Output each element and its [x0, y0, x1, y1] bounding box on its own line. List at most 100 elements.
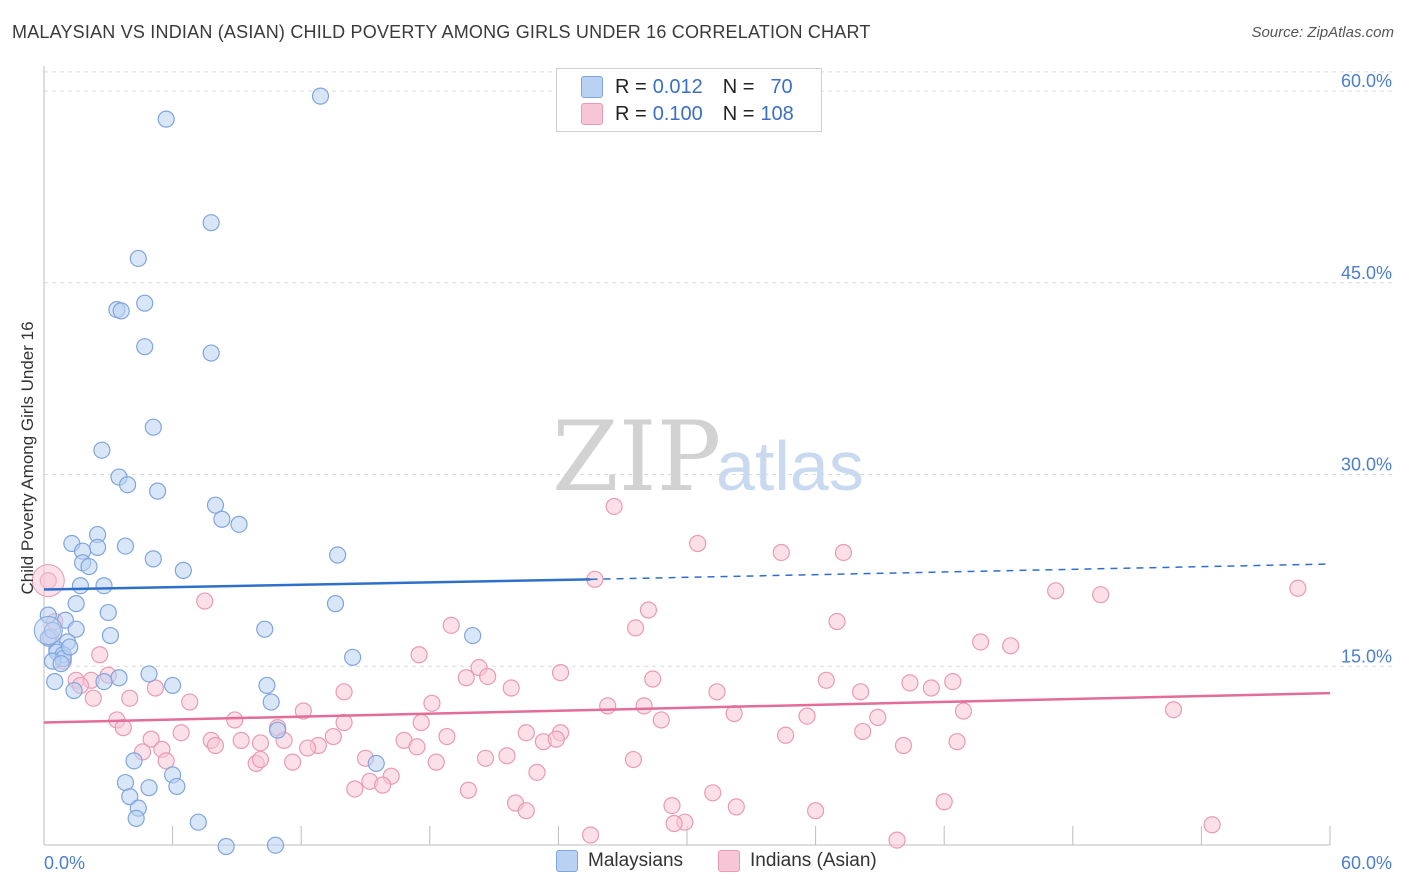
data-point [581, 826, 600, 844]
data-point [232, 731, 250, 749]
data-point [459, 781, 477, 799]
data-point [498, 747, 516, 765]
data-point [626, 619, 645, 637]
data-point [168, 777, 186, 796]
legend-n-value: 108 [760, 102, 794, 125]
trend-lines [43, 563, 1331, 724]
data-point [61, 638, 79, 656]
data-point [852, 683, 870, 701]
data-point [834, 543, 853, 562]
data-point [457, 669, 475, 687]
data-point [329, 546, 347, 564]
data-point [311, 87, 330, 105]
data-point [438, 727, 456, 746]
indians-trendline [43, 691, 1331, 724]
data-point [140, 779, 158, 797]
data-point [206, 496, 225, 514]
data-point [1092, 586, 1110, 604]
data-point [262, 693, 280, 711]
data-point [99, 603, 117, 622]
y-tick-label: 30.0% [1341, 455, 1392, 475]
legend-row-malaysians: R = 0.012 N = 70 [581, 75, 793, 99]
data-point [226, 711, 244, 729]
data-point [599, 697, 617, 715]
data-point [251, 734, 270, 752]
data-point [326, 595, 345, 613]
data-point [93, 441, 111, 459]
data-point [901, 674, 919, 692]
data-point [46, 672, 64, 691]
legend-r-label: R = [615, 75, 647, 98]
indians-points [31, 497, 1307, 849]
data-point [652, 711, 670, 729]
data-point [547, 730, 565, 748]
data-point [935, 793, 953, 811]
legend-item-malaysians: Malaysians [556, 850, 683, 872]
data-point [704, 784, 722, 802]
data-point [125, 752, 143, 770]
legend-r-value: 0.012 [652, 75, 703, 98]
data-point [80, 557, 98, 576]
legend-swatch-blue [581, 76, 603, 98]
data-point [202, 344, 220, 362]
data-point [374, 776, 392, 794]
data-point [464, 626, 482, 645]
data-point [196, 592, 214, 610]
data-point [157, 752, 175, 770]
legend-n-label: N = [722, 102, 755, 125]
watermark-zip: ZIP [552, 401, 721, 513]
data-point [663, 796, 681, 815]
data-point [644, 670, 662, 688]
x-tick-label: 60.0% [1341, 853, 1392, 873]
data-point [164, 676, 182, 695]
source-credit: Source: ZipAtlas.com [1251, 24, 1394, 41]
y-tick-label: 15.0% [1341, 646, 1392, 666]
legend-n-value: 70 [770, 75, 793, 98]
data-point [708, 683, 726, 701]
data-point [888, 831, 906, 849]
data-point [52, 655, 70, 673]
series-legend: Malaysians Indians (Asian) [0, 850, 1406, 878]
data-point [95, 577, 113, 595]
data-point [157, 110, 175, 128]
data-point [828, 612, 846, 631]
legend-swatch-blue [556, 850, 578, 872]
data-point-large [31, 564, 65, 598]
data-point [944, 672, 962, 691]
legend-swatch-pink [581, 103, 603, 125]
data-point [410, 646, 428, 664]
data-point [665, 814, 683, 833]
watermark-atlas: atlas [716, 427, 864, 505]
data-point [136, 294, 154, 312]
data-point [269, 721, 287, 739]
data-point [517, 724, 535, 742]
legend-n-label: N = [722, 75, 755, 98]
data-point [517, 802, 535, 820]
data-point [112, 302, 130, 320]
legend-r-label: R = [615, 102, 647, 125]
data-point [258, 676, 276, 695]
data-point-large [33, 615, 63, 645]
data-point [101, 626, 120, 645]
data-point [479, 667, 497, 686]
data-point [91, 646, 109, 664]
data-point [284, 753, 302, 771]
data-point [181, 693, 199, 711]
data-point [817, 671, 835, 689]
data-point [727, 798, 745, 816]
data-point [1002, 637, 1020, 655]
data-point [367, 754, 385, 773]
data-point [442, 616, 460, 634]
data-point [299, 739, 317, 757]
data-point [324, 727, 342, 746]
data-point [427, 753, 445, 771]
data-point [639, 601, 658, 619]
x-tick-labels: 0.0% 60.0% [44, 853, 1392, 873]
data-point [251, 750, 270, 769]
data-point [174, 561, 192, 579]
legend-label-indians: Indians (Asian) [750, 850, 877, 871]
y-tick-label: 60.0% [1341, 71, 1392, 91]
watermark: ZIP atlas [552, 401, 864, 513]
x-tick-label: 0.0% [44, 853, 85, 873]
data-point [412, 713, 430, 732]
